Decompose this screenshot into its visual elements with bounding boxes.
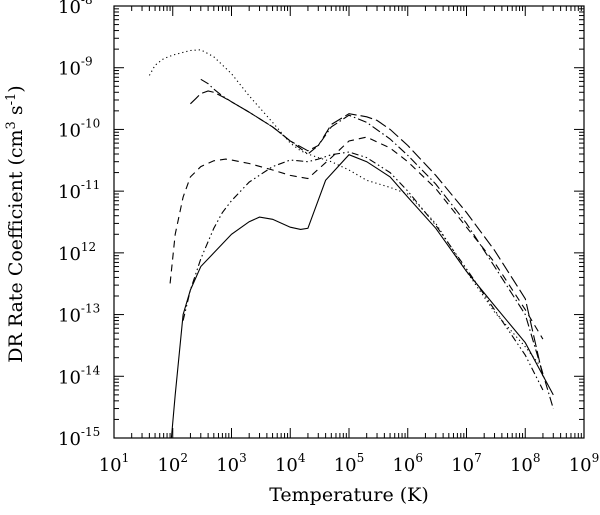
x-tick-label: 104 [275,451,306,476]
series-curve-dash-dot [200,78,554,409]
x-axis-label: Temperature (K) [269,484,429,506]
x-tick-label: 109 [569,451,600,476]
plot-frame [113,5,585,439]
series-curve-dotted [148,49,544,370]
y-tick-label: 10-10 [58,116,100,141]
series-curve-solid [170,154,554,439]
axis-ticks [113,5,585,439]
series-curve-dash-dot-dot [182,151,544,391]
y-tick-label: 10-15 [58,425,100,450]
x-tick-label: 102 [157,451,188,476]
y-tick-labels: 10-8 10-9 10-10 10-11 1012 10-13 10-14 10-15 [58,0,101,450]
y-tick-label: 10-9 [58,55,93,80]
x-tick-labels: 101 102 103 104 105 106 107 108 109 [99,451,600,476]
x-tick-label: 101 [99,451,130,476]
y-axis-label: DR Rate Coefficient (cm3 s-1) [4,85,27,362]
chart-curves [148,49,554,439]
series-curve-long-dash [190,90,544,377]
y-tick-label: 10-8 [58,0,93,18]
x-tick-label: 107 [451,451,482,476]
x-tick-label: 103 [216,451,247,476]
y-tick-label: 10-14 [58,363,101,388]
x-tick-label: 105 [334,451,365,476]
x-tick-label: 108 [510,451,541,476]
y-tick-label: 1012 [58,240,96,265]
y-tick-label: 10-13 [58,302,100,327]
y-tick-label: 10-11 [58,178,100,203]
series-curve-dashed [169,136,544,340]
x-tick-label: 106 [392,451,423,476]
